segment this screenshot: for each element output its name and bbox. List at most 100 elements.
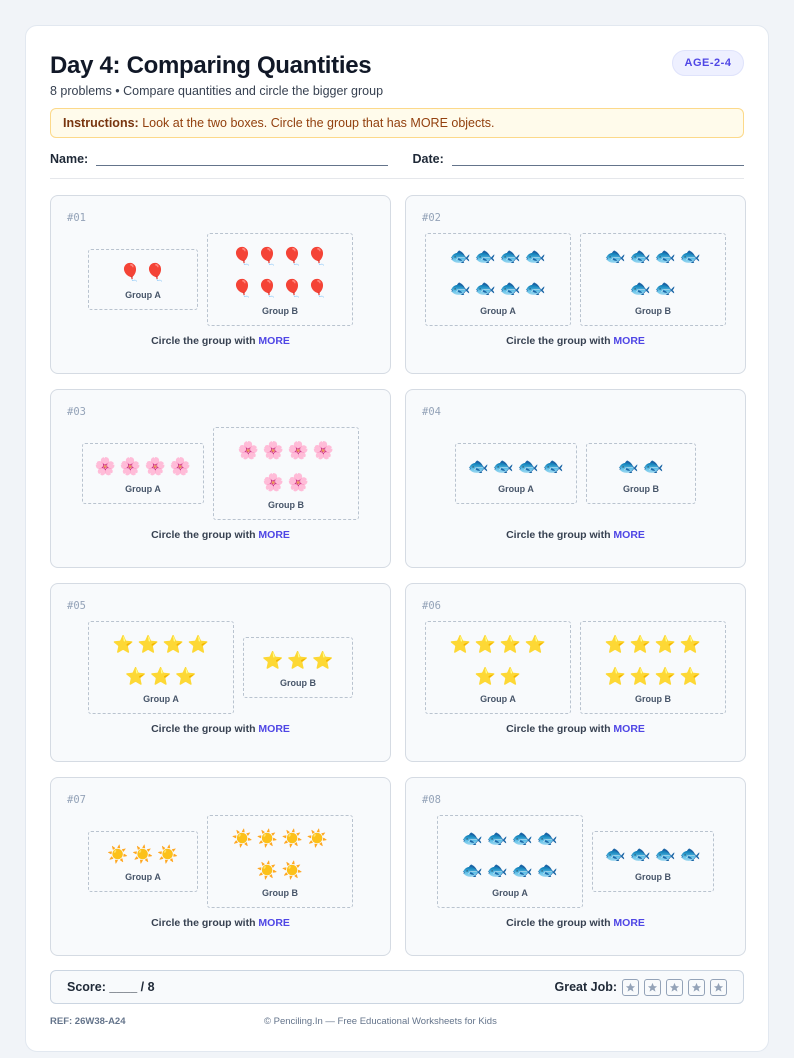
object: 🐟 (617, 457, 640, 477)
groups: 🌸 🌸 🌸 🌸 Group A 🌸 🌸 🌸 🌸 🌸 🌸 Group B (67, 424, 374, 523)
group-box[interactable]: 🐟 🐟 Group B (586, 443, 696, 504)
star-box[interactable] (622, 978, 639, 996)
object: ⭐ (679, 635, 702, 655)
age-badge: AGE-2-4 (672, 50, 744, 76)
object: 🐟 (604, 845, 627, 865)
object: ⭐ (679, 667, 702, 687)
instructions-text: Look at the two boxes. Circle the group … (142, 116, 495, 130)
problem-number: #02 (422, 212, 441, 224)
prompt-emphasis: MORE (258, 529, 290, 541)
prompt-text: Circle the group with (151, 529, 256, 541)
object: 🌸 (262, 473, 285, 493)
group-box[interactable]: 🐟 🐟 🐟 🐟 Group B (592, 831, 714, 892)
group-box[interactable]: ⭐ ⭐ ⭐ Group B (243, 637, 353, 698)
date-line[interactable] (451, 154, 745, 166)
group-box[interactable]: ⭐ ⭐ ⭐ ⭐ ⭐ ⭐ ⭐ ⭐ Group B (580, 621, 726, 714)
object: 🌸 (144, 457, 167, 477)
prompt-text: Circle the group with (506, 917, 611, 929)
object: 🎈 (144, 263, 167, 283)
group-objects: 🌸 🌸 🌸 🌸 (93, 451, 193, 483)
group-box[interactable]: ⭐ ⭐ ⭐ ⭐ ⭐ ⭐ ⭐ Group A (88, 621, 234, 714)
object: 🐟 (474, 247, 497, 267)
name-line[interactable] (96, 154, 389, 166)
group-objects: 🐟 🐟 🐟 🐟 🐟 🐟 🐟 🐟 (448, 823, 572, 887)
object: 🐟 (679, 247, 702, 267)
object: ☀️ (256, 861, 279, 881)
object: ☀️ (281, 861, 304, 881)
divider (50, 178, 744, 179)
object: ⭐ (150, 667, 172, 687)
problem-number: #06 (422, 600, 441, 612)
object: ⭐ (474, 635, 497, 655)
group-label: Group A (492, 888, 528, 898)
fields: Name: Date: (50, 150, 745, 166)
group-label: Group B (623, 484, 659, 494)
star-box[interactable] (688, 978, 705, 996)
group-objects: 🎈 🎈 🎈 🎈 🎈 🎈 🎈 🎈 (218, 241, 342, 305)
group-label: Group B (635, 694, 671, 704)
group-box[interactable]: 🐟 🐟 🐟 🐟 Group A (455, 443, 577, 504)
problem-card: #03 🌸 🌸 🌸 🌸 Group A 🌸 🌸 🌸 🌸 🌸 🌸 Group B Circle the gr… (50, 389, 391, 568)
group-objects: ⭐ ⭐ ⭐ ⭐ ⭐ ⭐ ⭐ ⭐ (591, 629, 715, 693)
prompt-emphasis: MORE (613, 335, 645, 347)
object: 🌸 (169, 457, 192, 477)
object: 🐟 (449, 247, 472, 267)
prompt-emphasis: MORE (258, 723, 290, 735)
great-job-label: Great Job: (554, 980, 617, 994)
object: ☀️ (107, 845, 129, 865)
problem-number: #03 (67, 406, 86, 418)
group-box[interactable]: ⭐ ⭐ ⭐ ⭐ ⭐ ⭐ Group A (425, 621, 571, 714)
group-box[interactable]: 🌸 🌸 🌸 🌸 Group A (82, 443, 204, 504)
prompt: Circle the group with MORE (67, 523, 374, 567)
prompt: Circle the group with MORE (67, 911, 374, 955)
group-objects: 🌸 🌸 🌸 🌸 🌸 🌸 (224, 435, 348, 499)
groups: 🐟 🐟 🐟 🐟 🐟 🐟 🐟 🐟 Group A 🐟 🐟 🐟 🐟 🐟 🐟 Group B (422, 230, 729, 329)
object: 🐟 (536, 829, 559, 849)
score: Score: ____ / 8 (67, 980, 155, 994)
object: ⭐ (474, 667, 497, 687)
prompt: Circle the group with MORE (422, 717, 729, 761)
problem-card: #08 🐟 🐟 🐟 🐟 🐟 🐟 🐟 🐟 Group A 🐟 🐟 🐟 🐟 Group B Circle the … (405, 777, 746, 956)
object: ⭐ (187, 635, 210, 655)
group-box[interactable]: ☀️ ☀️ ☀️ ☀️ ☀️ ☀️ Group B (207, 815, 353, 908)
group-objects: 🐟 🐟 (616, 451, 666, 483)
object: ⭐ (604, 667, 627, 687)
object: ☀️ (157, 845, 179, 865)
star-box[interactable] (710, 978, 727, 996)
object: ⭐ (175, 667, 197, 687)
group-box[interactable]: ☀️ ☀️ ☀️ Group A (88, 831, 198, 892)
great-job: Great Job: (554, 978, 727, 996)
group-box[interactable]: 🐟 🐟 🐟 🐟 🐟 🐟 🐟 🐟 Group A (437, 815, 583, 908)
object: ⭐ (499, 635, 522, 655)
prompt: Circle the group with MORE (422, 911, 729, 955)
prompt: Circle the group with MORE (67, 717, 374, 761)
object: 🎈 (231, 279, 254, 299)
object: 🎈 (306, 247, 329, 267)
instructions: Instructions: Look at the two boxes. Cir… (50, 108, 744, 138)
object: ⭐ (287, 651, 309, 671)
group-box[interactable]: 🐟 🐟 🐟 🐟 🐟 🐟 🐟 🐟 Group A (425, 233, 571, 326)
date-label: Date: (412, 152, 444, 166)
star-box[interactable] (666, 978, 683, 996)
star-box[interactable] (644, 978, 661, 996)
problem-number: #08 (422, 794, 441, 806)
object: 🐟 (536, 861, 559, 881)
object: 🐟 (474, 279, 497, 299)
object: ☀️ (306, 829, 329, 849)
object: 🌸 (237, 441, 260, 461)
group-label: Group A (480, 306, 516, 316)
object: 🐟 (499, 279, 522, 299)
object: 🎈 (256, 247, 279, 267)
problem-number: #07 (67, 794, 86, 806)
object: 🐟 (461, 829, 484, 849)
group-box[interactable]: 🌸 🌸 🌸 🌸 🌸 🌸 Group B (213, 427, 359, 520)
group-objects: 🐟 🐟 🐟 🐟 🐟 🐟 (591, 241, 715, 305)
group-box[interactable]: 🐟 🐟 🐟 🐟 🐟 🐟 Group B (580, 233, 726, 326)
title: Day 4: Comparing Quantities (50, 52, 372, 79)
problem-number: #04 (422, 406, 441, 418)
problem-number: #01 (67, 212, 86, 224)
group-box[interactable]: 🎈 🎈 Group A (88, 249, 198, 310)
group-box[interactable]: 🎈 🎈 🎈 🎈 🎈 🎈 🎈 🎈 Group B (207, 233, 353, 326)
problem-card: #06 ⭐ ⭐ ⭐ ⭐ ⭐ ⭐ Group A ⭐ ⭐ ⭐ ⭐ ⭐ ⭐ ⭐ ⭐ Group B Circle th… (405, 583, 746, 762)
object: 🌸 (94, 457, 117, 477)
